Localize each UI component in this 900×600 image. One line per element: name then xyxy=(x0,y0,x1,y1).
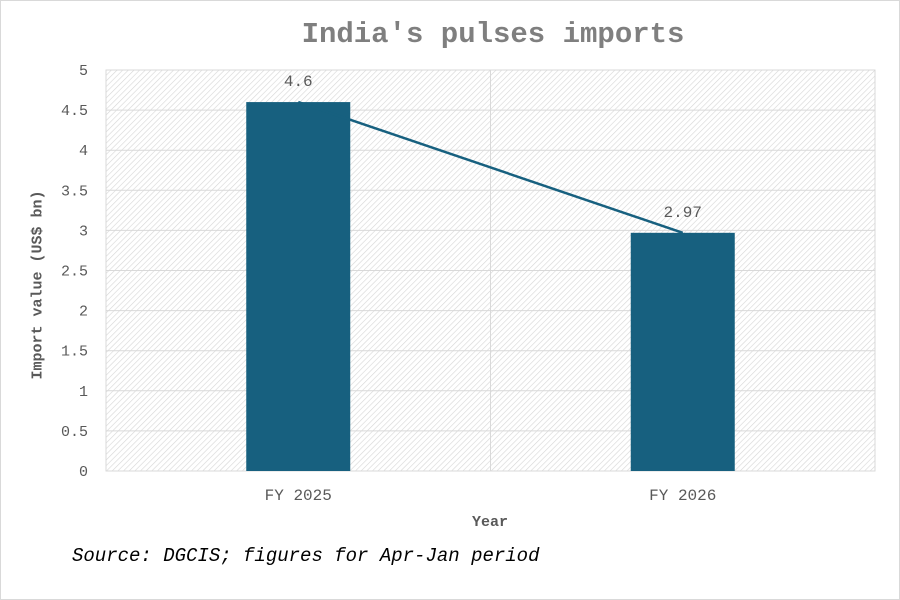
x-axis-label: Year xyxy=(471,514,509,531)
y-tick-label: 0.5 xyxy=(61,424,88,441)
y-tick-label: 0 xyxy=(79,464,88,481)
data-label: 4.6 xyxy=(284,73,313,91)
x-tick-label: FY 2025 xyxy=(265,487,332,505)
y-tick-label: 4 xyxy=(79,143,88,160)
y-tick-label: 3 xyxy=(79,223,88,240)
chart-title: India's pulses imports xyxy=(301,18,685,51)
y-tick-label: 3.5 xyxy=(61,183,88,200)
y-tick-label: 2 xyxy=(79,304,88,321)
y-tick-label: 4.5 xyxy=(61,103,88,120)
y-tick-label: 1 xyxy=(79,384,88,401)
bar xyxy=(630,232,735,471)
bar xyxy=(246,102,351,471)
x-tick-label: FY 2026 xyxy=(649,487,716,505)
y-tick-label: 2.5 xyxy=(61,264,88,281)
trend-line xyxy=(297,100,684,234)
source-note: Source: DGCIS; figures for Apr-Jan perio… xyxy=(72,545,540,567)
y-tick-label: 1.5 xyxy=(61,344,88,361)
y-tick-label: 5 xyxy=(79,63,88,80)
data-label: 2.97 xyxy=(664,204,702,222)
